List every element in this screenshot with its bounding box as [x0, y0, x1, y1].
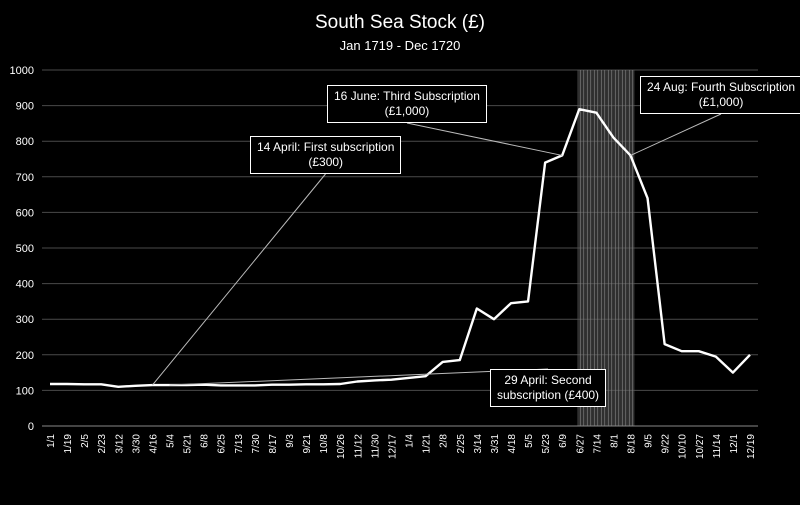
y-tick-label: 100: [16, 385, 34, 397]
x-tick-label: 5/21: [183, 434, 194, 454]
annotation-fourth-subscription: 24 Aug: Fourth Subscription (£1,000): [640, 76, 800, 114]
x-tick-label: 10/10: [678, 434, 689, 459]
x-tick-label: 11/14: [712, 434, 723, 459]
x-tick-label: 9/3: [285, 434, 296, 448]
x-tick-label: 7/13: [234, 434, 245, 454]
x-tick-label: 6/8: [200, 434, 211, 448]
x-tick-label: 10/8: [319, 434, 330, 454]
x-tick-label: 2/5: [80, 434, 91, 448]
x-tick-label: 3/12: [114, 434, 125, 454]
shaded-band: [577, 70, 635, 426]
y-tick-label: 900: [16, 101, 34, 113]
x-tick-label: 2/23: [97, 434, 108, 454]
annotation-first-subscription: 14 April: First subscription (£300): [250, 136, 402, 174]
annotation-line: 14 April: First subscription: [257, 140, 395, 154]
x-tick-label: 8/1: [609, 434, 620, 448]
annotation-line: (£1,000): [384, 104, 430, 118]
annotation-line: (£300): [308, 155, 344, 169]
series-line-group: [50, 107, 751, 388]
y-tick-label: 1000: [10, 65, 34, 77]
y-tick-label: 800: [16, 136, 34, 148]
x-axis: 1/1 1/19 2/5 2/23 3/12 3/30 4/16 5/4 5/21 6/8 6/25…: [42, 425, 758, 459]
annotation-leader: [630, 113, 722, 156]
x-tick-label: 10/27: [695, 434, 706, 459]
x-tick-label: 6/27: [575, 434, 586, 454]
annotation-line: subscription (£400): [497, 388, 600, 402]
x-tick-label: 2/8: [439, 434, 450, 448]
y-axis: 0 100 200 300 400 500 600 700 800 900 1000: [10, 65, 34, 433]
y-tick-label: 400: [16, 279, 34, 291]
x-tick-label: 4/18: [507, 434, 518, 454]
annotation-third-subscription: 16 June: Third Subscription (£1,000): [327, 85, 487, 123]
annotation-second-subscription: 29 April: Second subscription (£400): [490, 369, 607, 407]
x-tick-label: 9/21: [302, 434, 313, 454]
chart-title: South Sea Stock (£): [314, 12, 486, 33]
chart-subtitle: Jan 1719 - Dec 1720: [339, 38, 461, 53]
y-tick-label: 200: [16, 350, 34, 362]
x-tick-label: 12/19: [746, 434, 757, 459]
annotation-leader: [169, 368, 549, 386]
x-tick-label: 12/17: [387, 434, 398, 459]
annotation-line: 16 June: Third Subscription: [334, 89, 480, 103]
x-tick-label: 5/4: [166, 434, 177, 448]
x-tick-label: 4/16: [148, 434, 159, 454]
x-tick-label: 8/18: [626, 434, 637, 454]
x-tick-label: 8/17: [268, 434, 279, 454]
x-tick-label: 7/30: [251, 434, 262, 454]
y-tick-label: 300: [16, 314, 34, 326]
x-tick-label: 9/5: [644, 434, 655, 448]
series-line: [50, 107, 751, 388]
x-tick-label: 5/23: [541, 434, 552, 454]
x-tick-label: 6/9: [558, 434, 569, 448]
x-tick-label: 2/25: [456, 434, 467, 454]
x-tick-label: 11/12: [353, 434, 364, 459]
x-tick-label: 3/31: [490, 434, 501, 454]
x-tick-label: 1/1: [46, 434, 57, 448]
x-tick-label: 5/5: [524, 434, 535, 448]
x-tick-label: 1/19: [63, 434, 74, 454]
x-tick-label: 3/14: [473, 434, 484, 454]
annotation-leaders: [152, 113, 722, 386]
x-tick-label: 1/4: [405, 434, 416, 448]
y-tick-label: 700: [16, 172, 34, 184]
y-tick-label: 600: [16, 207, 34, 219]
y-tick-label: 0: [28, 421, 34, 433]
annotation-leader: [152, 173, 326, 386]
shaded-region: [577, 70, 635, 426]
x-tick-label: 11/30: [370, 434, 381, 459]
annotation-leader: [406, 122, 563, 156]
x-tick-label: 10/26: [336, 434, 347, 459]
y-tick-label: 500: [16, 243, 34, 255]
annotation-line: 29 April: Second: [504, 373, 592, 387]
x-tick-label: 1/21: [422, 434, 433, 454]
annotation-line: (£1,000): [698, 95, 744, 109]
x-tick-label: 3/30: [131, 434, 142, 454]
x-tick-label: 12/1: [729, 434, 740, 454]
annotation-line: 24 Aug: Fourth Subscription: [647, 80, 796, 94]
x-tick-label: 9/22: [661, 434, 672, 454]
x-tick-label: 6/25: [217, 434, 228, 454]
gridlines: [42, 69, 758, 427]
x-tick-label: 7/14: [592, 434, 603, 454]
